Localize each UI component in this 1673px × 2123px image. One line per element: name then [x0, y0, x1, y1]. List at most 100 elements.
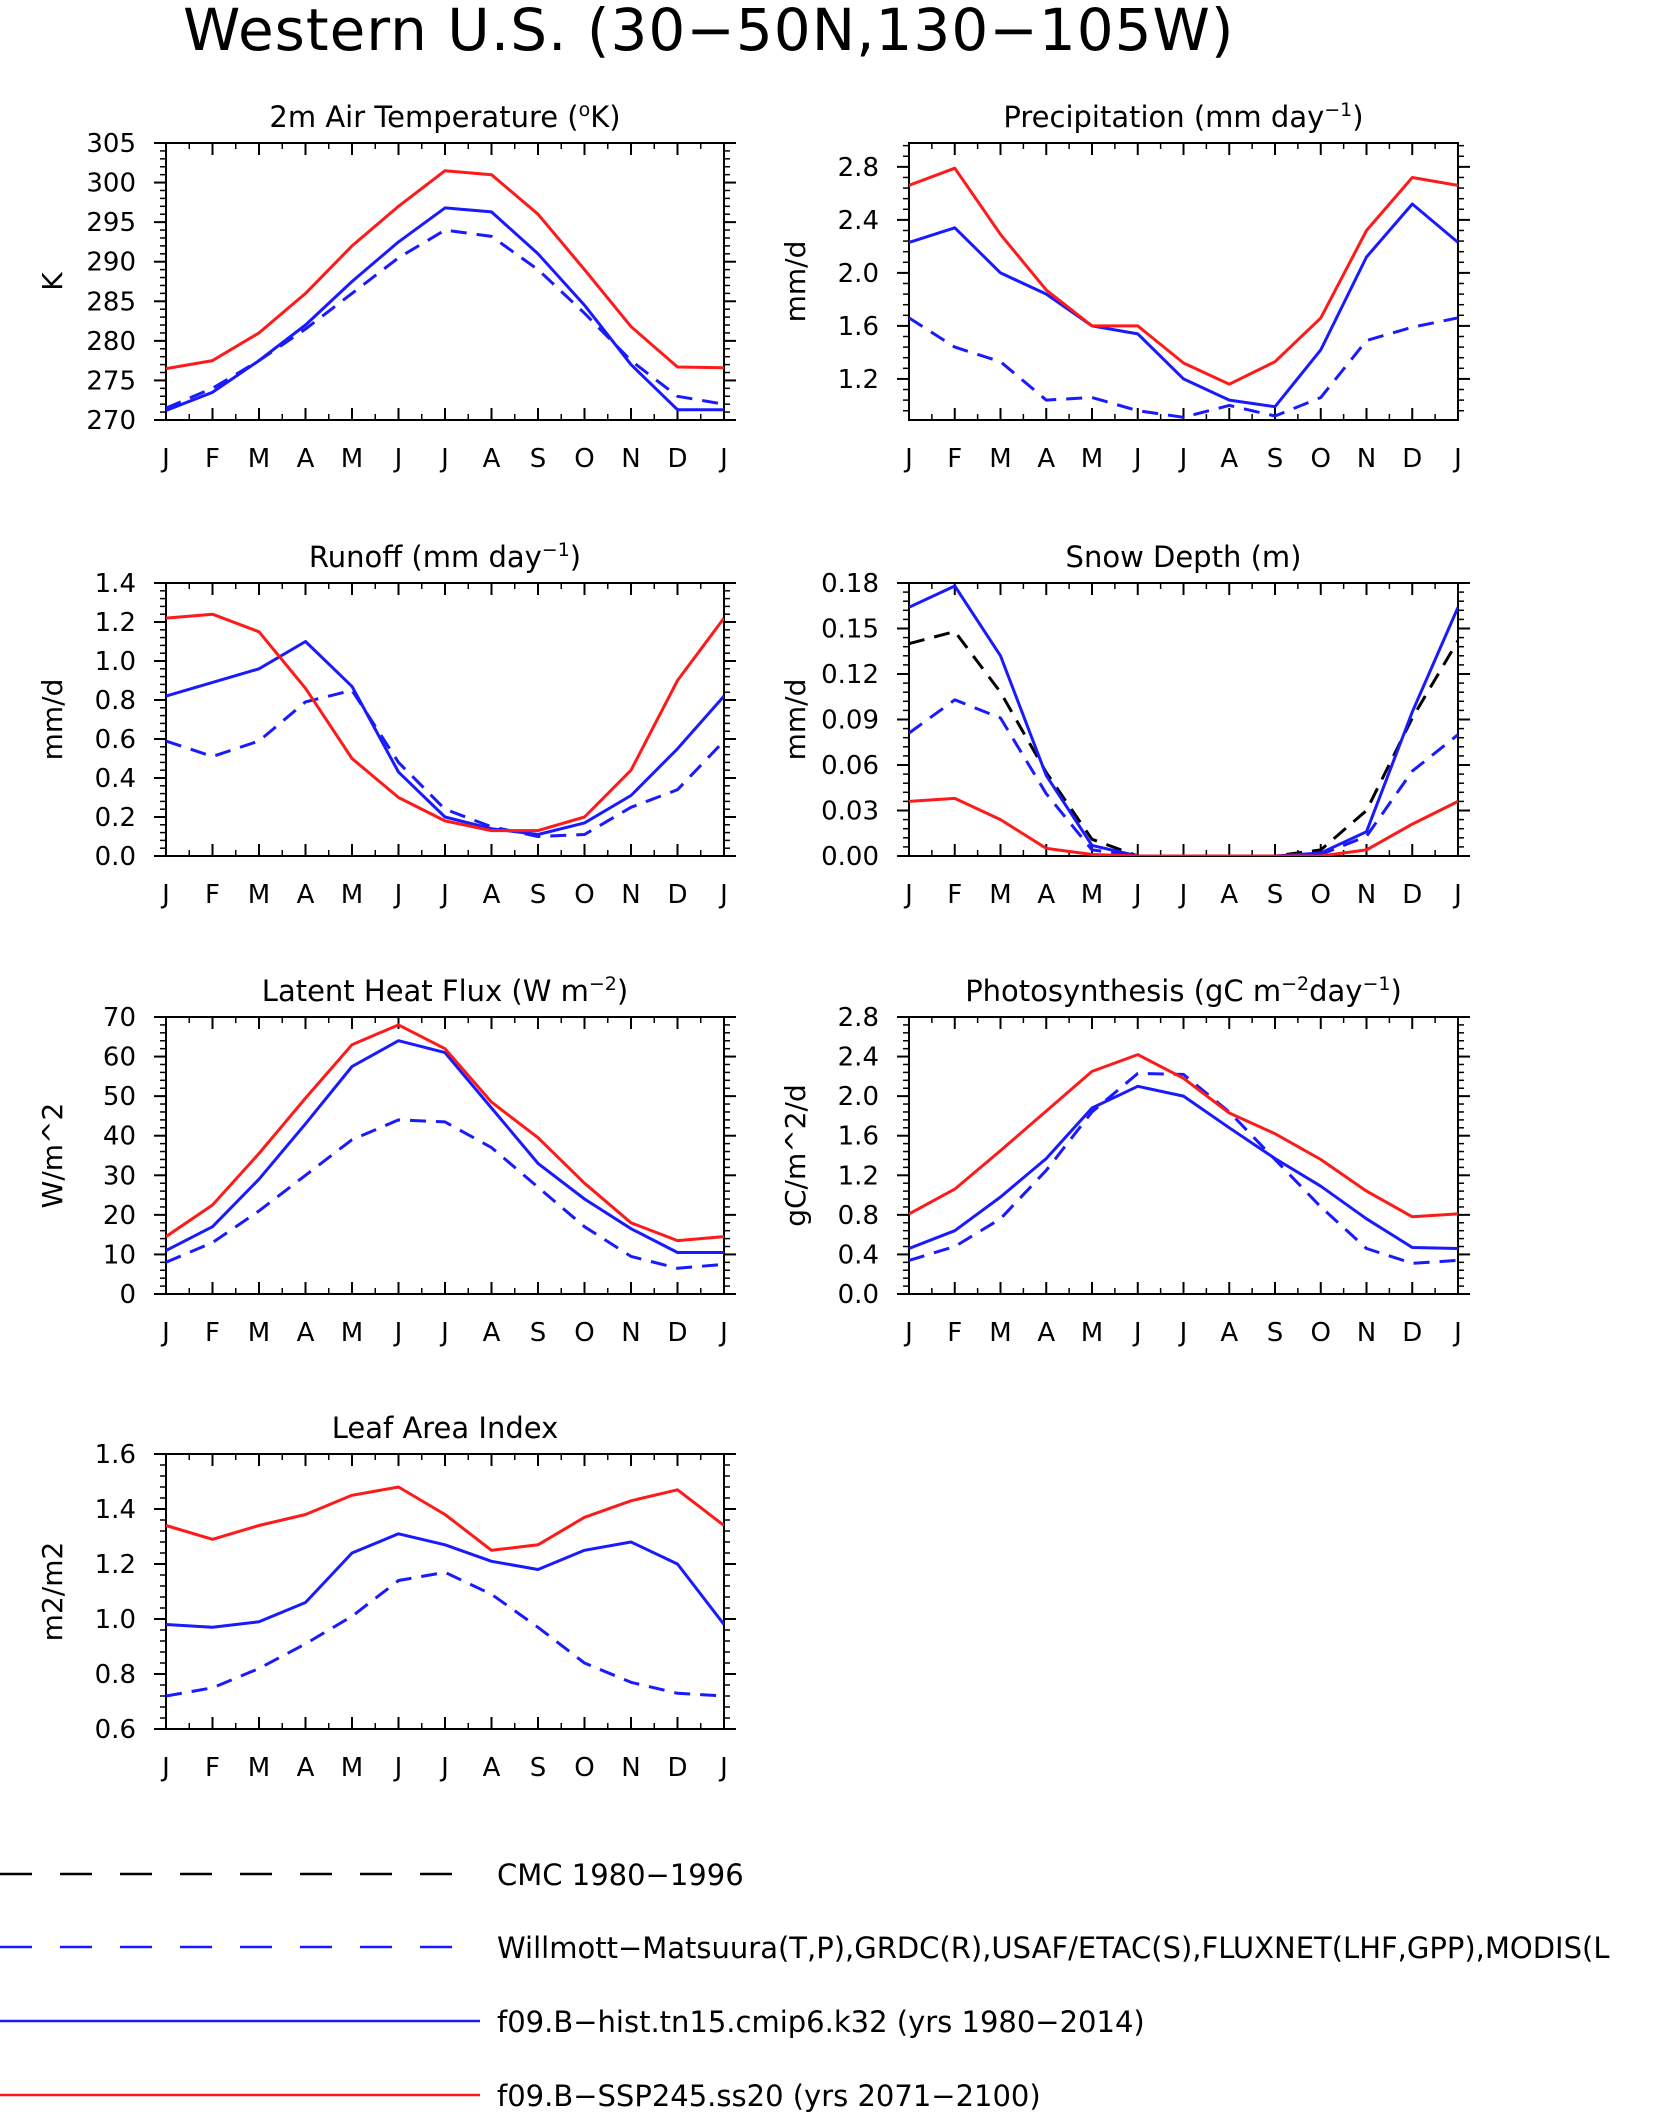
- y-tick-label: 0.18: [821, 569, 879, 599]
- x-tick-label: F: [205, 880, 220, 910]
- x-tick-label: A: [483, 1753, 501, 1783]
- panel-title-text: ): [1390, 974, 1401, 1008]
- y-tick-label: 2.4: [838, 206, 879, 236]
- y-tick-label: 0.0: [95, 842, 136, 872]
- panel-title: Snow Depth (m): [1066, 540, 1302, 574]
- panel-title-text: 2m Air Temperature (: [269, 100, 578, 134]
- series-line-hist: [909, 202, 1458, 409]
- y-tick-label: 20: [103, 1201, 136, 1231]
- x-tick-label: M: [341, 1318, 363, 1348]
- y-tick-label: 295: [86, 208, 136, 238]
- x-tick-label: M: [341, 1753, 363, 1783]
- y-tick-label: 0.6: [95, 1715, 136, 1745]
- y-tick-label: 0.8: [95, 686, 136, 716]
- y-tick-label: 1.0: [95, 1605, 136, 1635]
- y-tick-label: 1.6: [838, 1122, 879, 1152]
- series-line-obs: [909, 1071, 1458, 1265]
- x-tick-label: N: [621, 1318, 640, 1348]
- y-tick-label: 2.0: [838, 259, 879, 289]
- x-tick-label: M: [248, 1318, 270, 1348]
- x-tick-label: M: [341, 880, 363, 910]
- x-tick-label: A: [297, 1753, 315, 1783]
- panel-title-superscript: −1: [1324, 99, 1352, 121]
- panel-title: Leaf Area Index: [332, 1411, 558, 1445]
- panel-5: Latent Heat Flux (W m−2)W/m^2J F M A M J J A S O N…: [36, 973, 736, 1348]
- y-tick-label: 0.8: [95, 1660, 136, 1690]
- panel-title-superscript: o: [579, 99, 591, 121]
- y-axis-label: m2/m2: [36, 1542, 69, 1642]
- x-tick-label: O: [574, 880, 594, 910]
- series-line-ssp: [909, 1053, 1458, 1219]
- y-tick-label: 0.15: [821, 615, 879, 645]
- x-tick-label: J: [718, 1318, 728, 1348]
- series-line-obs: [166, 1118, 724, 1270]
- y-axis-label: W/m^2: [36, 1103, 69, 1209]
- series-line-hist: [166, 1532, 724, 1629]
- y-tick-label: 0.06: [821, 751, 879, 781]
- x-tick-label: J: [439, 1318, 449, 1348]
- y-tick-label: 2.8: [838, 153, 879, 183]
- x-tick-label: O: [574, 1318, 594, 1348]
- x-tick-label: O: [1311, 1318, 1331, 1348]
- y-tick-label: 40: [103, 1122, 136, 1152]
- x-tick-label: F: [205, 444, 220, 474]
- x-tick-label: S: [530, 1753, 547, 1783]
- x-tick-label: M: [1081, 1318, 1103, 1348]
- y-tick-label: 1.4: [95, 569, 136, 599]
- y-tick-label: 1.6: [95, 1440, 136, 1470]
- x-tick-label: A: [1037, 880, 1055, 910]
- y-tick-label: 270: [86, 406, 136, 436]
- panel-title-text: Latent Heat Flux (W m: [262, 974, 589, 1008]
- x-tick-label: J: [393, 444, 403, 474]
- x-tick-label: J: [160, 880, 170, 910]
- panel-title-superscript: −2: [1281, 973, 1309, 995]
- x-tick-label: O: [1311, 444, 1331, 474]
- x-tick-label: N: [1357, 444, 1376, 474]
- x-tick-label: D: [1402, 1318, 1422, 1348]
- panel-title: Photosynthesis (gC m−2day−1): [965, 973, 1402, 1008]
- y-tick-label: 0: [119, 1280, 136, 1310]
- series-line-hist: [166, 640, 724, 836]
- x-tick-label: J: [1178, 1318, 1188, 1348]
- x-tick-label: J: [439, 880, 449, 910]
- x-tick-label: D: [667, 444, 687, 474]
- series-line-obs: [166, 1570, 724, 1698]
- series-line-obs: [166, 228, 724, 410]
- x-tick-label: M: [989, 880, 1011, 910]
- x-tick-label: J: [393, 1753, 403, 1783]
- panel-title: Latent Heat Flux (W m−2): [262, 973, 628, 1008]
- x-tick-label: J: [903, 1318, 913, 1348]
- x-tick-label: N: [621, 444, 640, 474]
- x-tick-label: M: [341, 444, 363, 474]
- y-axis-label: gC/m^2/d: [779, 1084, 812, 1227]
- y-tick-label: 0.4: [838, 1240, 879, 1270]
- y-tick-label: 285: [86, 287, 136, 317]
- x-tick-label: A: [1220, 444, 1238, 474]
- x-tick-label: J: [1132, 880, 1142, 910]
- panel-title-superscript: −1: [542, 539, 570, 561]
- x-tick-label: A: [297, 444, 315, 474]
- x-tick-label: J: [393, 880, 403, 910]
- x-tick-label: F: [205, 1753, 220, 1783]
- y-tick-label: 60: [103, 1043, 136, 1073]
- x-tick-label: M: [1081, 880, 1103, 910]
- panel-title-text: Leaf Area Index: [332, 1411, 558, 1445]
- x-tick-label: S: [1267, 1318, 1284, 1348]
- y-tick-label: 0.6: [95, 725, 136, 755]
- y-tick-label: 2.4: [838, 1043, 879, 1073]
- x-tick-label: F: [947, 444, 962, 474]
- x-tick-label: F: [947, 880, 962, 910]
- panel-title: Precipitation (mm day−1): [1003, 99, 1363, 134]
- x-tick-label: J: [903, 444, 913, 474]
- series-line-obs: [909, 698, 1458, 856]
- panel-4: Snow Depth (m)mm/dJ F M A M J J A S O N D J0.000.030…: [779, 540, 1470, 910]
- x-tick-label: F: [205, 1318, 220, 1348]
- x-tick-label: M: [248, 880, 270, 910]
- panel-title-text: ): [1352, 100, 1363, 134]
- series-line-ssp: [909, 796, 1458, 856]
- y-tick-label: 305: [86, 129, 136, 159]
- y-tick-label: 280: [86, 327, 136, 357]
- series-line-ssp: [166, 1485, 724, 1552]
